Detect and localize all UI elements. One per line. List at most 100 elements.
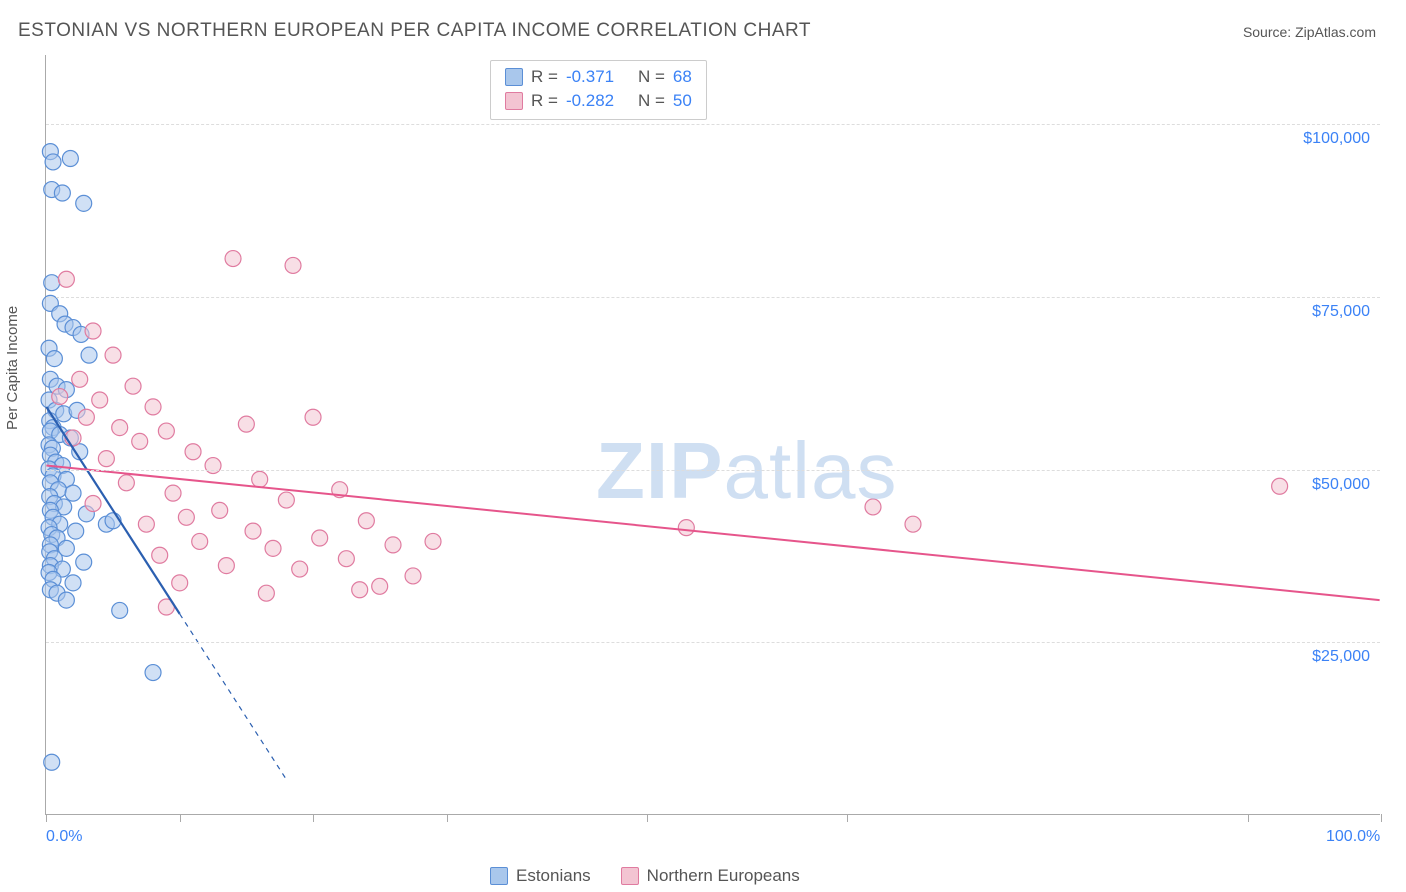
chart-title: ESTONIAN VS NORTHERN EUROPEAN PER CAPITA…	[18, 20, 811, 42]
scatter-point	[68, 523, 84, 539]
gridline	[46, 124, 1380, 125]
scatter-point	[358, 513, 374, 529]
source-label: Source: ZipAtlas.com	[1243, 24, 1376, 40]
legend-swatch	[621, 867, 639, 885]
scatter-point	[152, 547, 168, 563]
scatter-point	[338, 551, 354, 567]
bottom-legend: Estonians Northern Europeans	[490, 866, 800, 886]
scatter-point	[1272, 478, 1288, 494]
scatter-point	[65, 485, 81, 501]
scatter-point	[45, 154, 61, 170]
scatter-point	[85, 323, 101, 339]
y-axis-label: Per Capita Income	[4, 306, 21, 430]
scatter-point	[44, 275, 60, 291]
y-tick-label: $75,000	[1312, 303, 1370, 321]
stat-n-value: 68	[673, 65, 692, 89]
scatter-point	[81, 347, 97, 363]
gridline	[46, 297, 1380, 298]
stat-n-label: N =	[638, 89, 665, 113]
stats-box: R = -0.371 N = 68 R = -0.282 N = 50	[490, 60, 707, 120]
scatter-point	[112, 602, 128, 618]
scatter-point	[76, 554, 92, 570]
scatter-point	[178, 509, 194, 525]
scatter-point	[125, 378, 141, 394]
scatter-point	[218, 558, 234, 574]
scatter-point	[76, 195, 92, 211]
stat-n-value: 50	[673, 89, 692, 113]
scatter-point	[105, 347, 121, 363]
scatter-point	[46, 351, 62, 367]
scatter-point	[78, 409, 94, 425]
scatter-point	[292, 561, 308, 577]
x-tick	[313, 814, 314, 822]
scatter-point	[312, 530, 328, 546]
x-tick	[447, 814, 448, 822]
scatter-point	[44, 754, 60, 770]
x-tick	[180, 814, 181, 822]
scatter-point	[238, 416, 254, 432]
x-tick	[847, 814, 848, 822]
chart-container: ESTONIAN VS NORTHERN EUROPEAN PER CAPITA…	[0, 0, 1406, 892]
legend-label: Estonians	[516, 866, 591, 886]
scatter-point	[72, 371, 88, 387]
stat-r-label: R =	[531, 89, 558, 113]
scatter-point	[678, 520, 694, 536]
x-tick-label: 100.0%	[1326, 828, 1380, 846]
scatter-point	[385, 537, 401, 553]
stats-row: R = -0.371 N = 68	[505, 65, 692, 89]
legend-item: Estonians	[490, 866, 591, 886]
x-tick	[46, 814, 47, 822]
legend-item: Northern Europeans	[621, 866, 800, 886]
scatter-point	[192, 533, 208, 549]
scatter-point	[352, 582, 368, 598]
y-tick-label: $50,000	[1312, 476, 1370, 494]
gridline	[46, 642, 1380, 643]
legend-swatch	[505, 68, 523, 86]
scatter-point	[54, 185, 70, 201]
scatter-point	[185, 444, 201, 460]
scatter-point	[905, 516, 921, 532]
scatter-point	[138, 516, 154, 532]
chart-svg	[46, 55, 1380, 814]
scatter-point	[58, 592, 74, 608]
stat-r-label: R =	[531, 65, 558, 89]
gridline	[46, 470, 1380, 471]
scatter-point	[145, 399, 161, 415]
y-tick-label: $25,000	[1312, 648, 1370, 666]
trend-line-dashed	[180, 614, 287, 780]
legend-swatch	[490, 867, 508, 885]
scatter-point	[205, 458, 221, 474]
scatter-point	[112, 420, 128, 436]
scatter-point	[58, 271, 74, 287]
stat-r-value: -0.282	[566, 89, 630, 113]
scatter-point	[252, 471, 268, 487]
scatter-point	[265, 540, 281, 556]
scatter-point	[372, 578, 388, 594]
scatter-point	[92, 392, 108, 408]
x-tick	[1381, 814, 1382, 822]
scatter-point	[132, 433, 148, 449]
scatter-point	[225, 251, 241, 267]
y-tick-label: $100,000	[1303, 130, 1370, 148]
scatter-point	[145, 665, 161, 681]
x-tick	[1248, 814, 1249, 822]
plot-area: ZIPatlas $25,000$50,000$75,000$100,0000.…	[45, 55, 1380, 815]
scatter-point	[165, 485, 181, 501]
scatter-point	[258, 585, 274, 601]
scatter-point	[98, 451, 114, 467]
legend-swatch	[505, 92, 523, 110]
scatter-point	[245, 523, 261, 539]
scatter-point	[118, 475, 134, 491]
scatter-point	[52, 389, 68, 405]
scatter-point	[65, 575, 81, 591]
scatter-point	[405, 568, 421, 584]
stat-n-label: N =	[638, 65, 665, 89]
scatter-point	[212, 502, 228, 518]
scatter-point	[158, 423, 174, 439]
scatter-point	[85, 496, 101, 512]
scatter-point	[305, 409, 321, 425]
scatter-point	[285, 257, 301, 273]
x-tick	[647, 814, 648, 822]
x-tick-label: 0.0%	[46, 828, 82, 846]
stat-r-value: -0.371	[566, 65, 630, 89]
